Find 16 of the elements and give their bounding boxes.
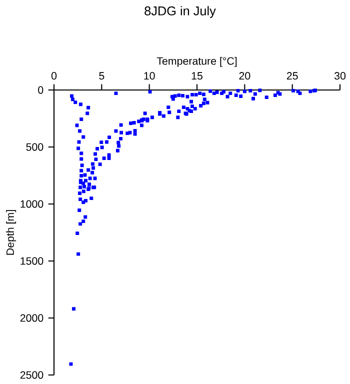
y-tick-label: 0: [38, 86, 43, 94]
x-axis-title: Temperature [°C]: [156, 56, 236, 67]
x-tick-label: 5: [98, 72, 104, 80]
y-tick-label: 1000: [20, 200, 43, 208]
y-tick-label: 500: [26, 143, 43, 151]
y-tick-label: 2500: [20, 371, 43, 379]
y-tick-label: 2000: [20, 314, 43, 322]
x-tick-label: 10: [144, 72, 155, 80]
x-tick-label: 0: [51, 72, 56, 80]
y-tick-label: 1500: [20, 257, 43, 265]
x-tick-label: 20: [239, 72, 250, 80]
x-tick-label: 30: [334, 72, 346, 80]
x-tick-label: 15: [192, 72, 202, 80]
chart-title: 8JDG in July: [144, 6, 216, 18]
x-tick-label: 25: [286, 72, 298, 80]
y-axis-title: Depth [m]: [6, 210, 16, 255]
